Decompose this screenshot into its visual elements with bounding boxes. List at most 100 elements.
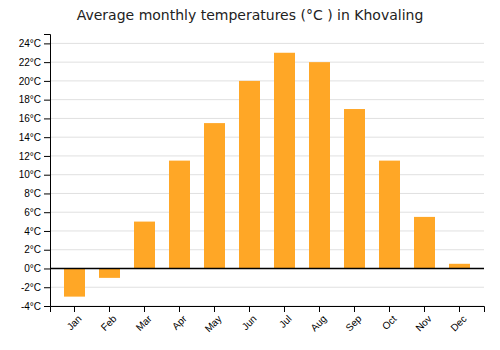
y-tick: 6°C: [24, 207, 50, 218]
y-tick-label: 18°C: [19, 94, 41, 105]
x-tick-mark: [424, 306, 425, 312]
y-axis: -4°C -2°C 0°C 2°C 4°C 6°C 8°C 10°C 12°C 14°C 16°C 1…: [19, 35, 51, 312]
x-tick: Dec: [448, 306, 468, 333]
y-tick-label: 14°C: [19, 132, 41, 143]
y-tick: 24°C: [19, 38, 50, 49]
x-axis-line: [51, 307, 485, 313]
title: Average monthly temperatures (°C ) in Kh…: [77, 7, 424, 23]
y-tick-label: 20°C: [19, 76, 41, 87]
x-tick-mark: [144, 306, 145, 312]
y-tick-mark: [44, 250, 50, 251]
x-tick: Oct: [380, 306, 399, 332]
x-tick-label: Dec: [448, 313, 468, 333]
bar: [204, 123, 225, 268]
y-tick-mark: [44, 43, 50, 44]
x-tick-label: Jul: [277, 313, 294, 330]
x-tick-mark: [109, 306, 110, 312]
x-tick-mark: [214, 306, 215, 312]
bar: [379, 161, 400, 269]
bar: [309, 62, 330, 268]
y-tick-mark: [44, 287, 50, 288]
y-tick-label: -4°C: [21, 301, 41, 312]
x-tick-mark: [74, 306, 75, 312]
bar: [274, 53, 295, 269]
y-tick-label: 22°C: [19, 57, 41, 68]
x-tick: Jun: [240, 306, 259, 332]
y-tick-mark: [44, 100, 50, 101]
y-tick-mark: [44, 156, 50, 157]
y-tick-mark: [44, 268, 50, 269]
x-tick: Mar: [134, 306, 154, 333]
bar: [169, 161, 190, 269]
x-tick: Sep: [343, 306, 364, 333]
x-tick-label: Feb: [99, 313, 119, 333]
x-tick-mark: [249, 306, 250, 312]
y-tick-mark: [44, 81, 50, 82]
grid-line: [50, 212, 484, 213]
bar: [414, 217, 435, 269]
x-tick: Aug: [308, 306, 328, 333]
grid-line: [50, 118, 484, 119]
x-tick-label: Mar: [134, 313, 154, 333]
y-tick: 22°C: [19, 57, 50, 68]
y-tick-label: 0°C: [24, 263, 41, 274]
x-tick-label: Sep: [343, 313, 364, 334]
grid-line: [50, 155, 484, 156]
grid-line: [50, 137, 484, 138]
bar: [99, 268, 120, 277]
x-tick: Jan: [65, 306, 84, 332]
bars: [50, 53, 484, 297]
y-tick: 0°C: [24, 263, 50, 274]
grid-line: [50, 193, 484, 194]
y-tick-mark: [44, 175, 50, 176]
x-tick-label: Jan: [65, 313, 84, 332]
y-tick: 14°C: [19, 132, 50, 143]
grid-line: [50, 62, 484, 63]
x-axis: Jan Feb Mar Apr May Jun Jul Aug Sep Oct Nov Dec: [51, 306, 485, 334]
y-tick-label: 24°C: [19, 38, 41, 49]
grid-line: [50, 99, 484, 100]
y-tick: 10°C: [19, 169, 50, 180]
y-tick-mark: [44, 212, 50, 213]
y-tick: 4°C: [24, 226, 50, 237]
plot: -4°C -2°C 0°C 2°C 4°C 6°C 8°C 10°C 12°C 14°C 16°C 1…: [19, 35, 485, 335]
y-tick-mark: [44, 62, 50, 63]
x-tick-mark: [179, 306, 180, 312]
y-tick: 16°C: [19, 113, 50, 124]
x-tick-mark: [389, 306, 390, 312]
x-tick-label: May: [203, 313, 224, 334]
y-tick-mark: [44, 306, 50, 307]
x-tick: May: [203, 306, 224, 334]
y-tick-label: 8°C: [24, 188, 41, 199]
y-tick-mark: [44, 193, 50, 194]
y-tick: 12°C: [19, 151, 50, 162]
x-tick-mark: [459, 306, 460, 312]
bar: [344, 109, 365, 268]
grid-line: [50, 80, 484, 81]
y-tick-label: 4°C: [24, 226, 41, 237]
bar: [134, 222, 155, 269]
zero-line: [50, 268, 484, 270]
x-tick-mark: [354, 306, 355, 312]
x-tick-label: Oct: [380, 313, 399, 332]
grid-line: [50, 268, 484, 269]
y-tick: 18°C: [19, 94, 50, 105]
y-tick: -4°C: [21, 301, 50, 312]
y-tick-label: 6°C: [24, 207, 41, 218]
y-tick-mark: [44, 137, 50, 138]
y-axis-line: [44, 35, 51, 307]
y-tick: 2°C: [24, 244, 50, 255]
x-tick-label: Nov: [413, 313, 433, 333]
grid: [50, 43, 484, 306]
y-tick-label: 12°C: [19, 151, 41, 162]
y-tick-label: 10°C: [19, 169, 41, 180]
x-tick: Apr: [170, 306, 189, 332]
x-tick-mark: [284, 306, 285, 312]
x-tick-label: Aug: [308, 313, 328, 333]
y-tick: -2°C: [21, 282, 50, 293]
chart: -4°C -2°C 0°C 2°C 4°C 6°C 8°C 10°C 12°C 14°C 16°C 1…: [0, 0, 500, 350]
bar: [239, 81, 260, 269]
x-tick-mark: [319, 306, 320, 312]
x-tick: Feb: [99, 306, 119, 333]
y-tick: 20°C: [19, 76, 50, 87]
